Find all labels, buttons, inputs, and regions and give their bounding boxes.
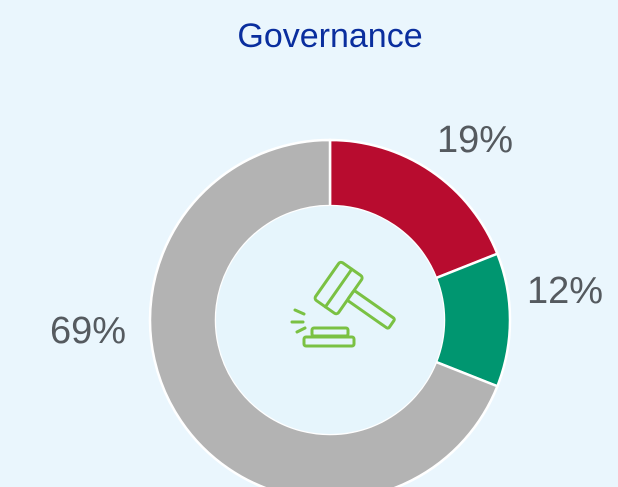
donut bbox=[148, 138, 512, 487]
gavel-icon bbox=[290, 260, 396, 348]
data-label: 19% bbox=[437, 119, 513, 161]
chart-title: Governance bbox=[237, 17, 422, 55]
data-label: 12% bbox=[527, 270, 603, 312]
donut-hole bbox=[216, 206, 444, 434]
data-label: 69% bbox=[50, 310, 126, 352]
